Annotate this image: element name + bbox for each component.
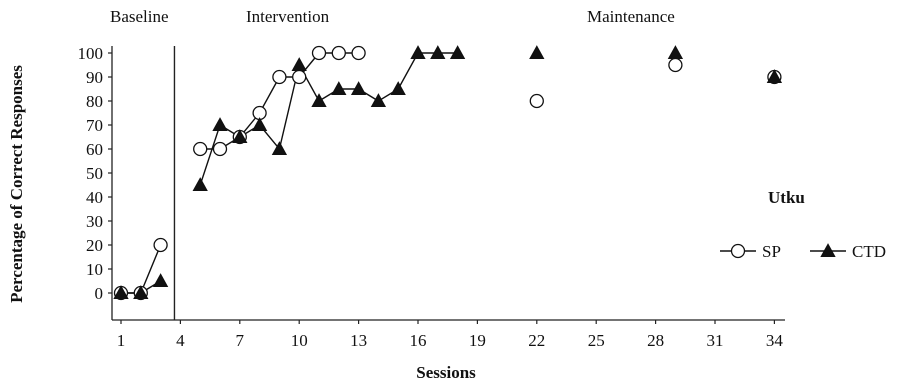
x-tick-label: 10: [291, 331, 308, 350]
ctd-data-point: [152, 273, 169, 287]
ctd-data-point: [766, 69, 783, 83]
axes: [111, 46, 785, 321]
y-tick-label: 100: [78, 44, 104, 63]
ctd-legend-label: CTD: [852, 242, 886, 261]
ctd-data-point: [350, 81, 367, 95]
x-tick-label: 4: [176, 331, 185, 350]
x-tick-label: 7: [236, 331, 245, 350]
phase-label: Intervention: [246, 7, 330, 26]
y-tick-label: 80: [86, 92, 103, 111]
series-layer: [113, 45, 783, 301]
x-tick-label: 19: [469, 331, 486, 350]
phase-label: Maintenance: [587, 7, 675, 26]
ctd-data-point: [133, 285, 149, 299]
ctd-data-point: [232, 129, 248, 143]
sp-data-point: [311, 45, 327, 61]
series-markers: [113, 45, 783, 301]
x-tick-label: 16: [410, 331, 427, 350]
x-tick-label: 25: [588, 331, 605, 350]
y-tick-label: 0: [95, 284, 104, 303]
y-tick-label: 70: [86, 116, 103, 135]
x-axis-title: Sessions: [416, 363, 476, 382]
ctd-data-point: [529, 45, 545, 59]
ctd-data-point: [311, 93, 327, 107]
x-tick-label: 34: [766, 331, 784, 350]
sp-data-point: [351, 45, 366, 61]
sp-data-point: [212, 141, 228, 157]
y-tick-label: 60: [86, 140, 103, 159]
x-tick-label: 1: [117, 331, 126, 350]
y-axis-title: Percentage of Correct Responses: [7, 65, 26, 303]
sp-data-point: [668, 57, 683, 73]
legend: SP CTD: [720, 242, 886, 261]
ticks: 0 10 20 30 40 50 60 70 80 90 100 1 4 7 10 13 16 19 22 25 28 3…: [78, 44, 784, 350]
ctd-data-point: [113, 285, 129, 299]
x-tick-label: 28: [647, 331, 664, 350]
ctd-data-point: [271, 141, 288, 155]
ctd-data-point: [449, 45, 466, 59]
sp-series-line: [200, 52, 359, 150]
participant-label: Utku: [768, 188, 805, 207]
y-tick-label: 90: [86, 68, 103, 87]
ctd-data-point: [251, 117, 268, 131]
y-tick-label: 50: [86, 164, 103, 183]
ctd-data-point: [390, 81, 406, 95]
ctd-data-point: [331, 81, 347, 95]
ctd-data-point: [410, 45, 426, 59]
sp-legend-label: SP: [762, 242, 781, 261]
ctd-legend-marker: [820, 243, 836, 257]
x-tick-label: 22: [528, 331, 545, 350]
sp-data-point: [272, 69, 287, 85]
y-tick-label: 10: [86, 260, 103, 279]
ctd-data-point: [192, 177, 208, 191]
sp-data-point: [193, 141, 208, 157]
phase-labels: Baseline Intervention Maintenance: [110, 7, 675, 26]
sp-data-point: [292, 69, 307, 85]
sp-legend-marker: [730, 243, 746, 259]
series-lines: [121, 52, 458, 294]
y-tick-label: 40: [86, 188, 103, 207]
ctd-data-point: [430, 45, 446, 59]
y-tick-label: 30: [86, 212, 103, 231]
x-tick-label: 13: [350, 331, 367, 350]
ctd-data-point: [667, 45, 684, 59]
x-tick-label: 31: [707, 331, 724, 350]
ctd-data-point: [291, 57, 307, 71]
phase-label: Baseline: [110, 7, 169, 26]
sp-data-point: [331, 45, 346, 61]
ctd-data-point: [212, 117, 228, 131]
ctd-series-line: [199, 52, 458, 186]
y-tick-label: 20: [86, 236, 103, 255]
sp-data-point: [153, 237, 168, 253]
sp-data-point: [529, 93, 544, 109]
ctd-data-point: [370, 93, 387, 107]
